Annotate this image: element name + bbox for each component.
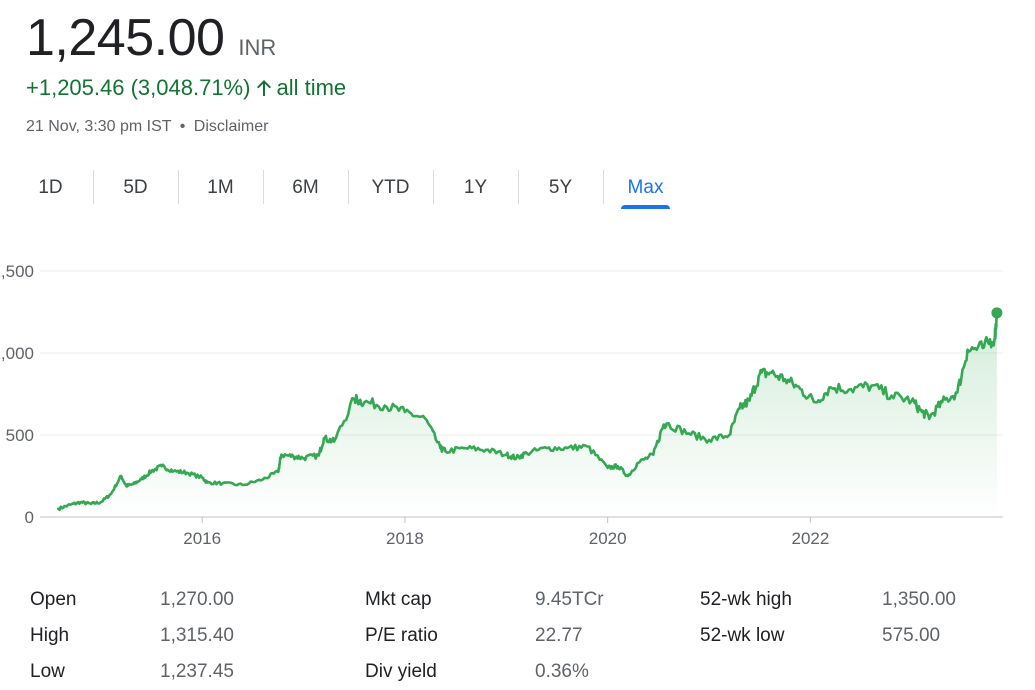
stat-value-mkt-cap: 9.45TCr (535, 589, 604, 610)
current-price: 1,245.00 (26, 9, 225, 67)
change-period: all time (276, 75, 347, 100)
stat-value-52wk-high: 1,350.00 (882, 589, 956, 610)
stat-label-52wk-high: 52-wk high (700, 589, 792, 610)
range-selector: 1D 5D 1M 6M YTD 1Y 5Y Max (8, 168, 688, 209)
stat-label-high: High (30, 625, 70, 646)
x-tick-label: 2018 (386, 529, 424, 548)
range-tab-6m[interactable]: 6M (263, 168, 348, 208)
meta-separator: • (179, 118, 186, 135)
stat-value-div-yield: 0.36% (535, 661, 589, 682)
range-tab-5d[interactable]: 5D (93, 168, 178, 208)
last-price-dot[interactable] (991, 307, 1003, 319)
range-tab-1d[interactable]: 1D (38, 177, 63, 198)
arrow-up-icon (256, 79, 272, 97)
range-tab-1m[interactable]: 1M (178, 168, 263, 208)
x-tick-label: 2016 (183, 529, 221, 548)
y-tick-label: 1,500 (0, 262, 34, 281)
x-axis: 2016 2018 2020 2022 (183, 517, 829, 548)
stat-label-div-yield: Div yield (365, 661, 437, 682)
stat-value-52wk-low: 575.00 (882, 625, 941, 646)
y-tick-label: 0 (25, 508, 34, 527)
price-line (56, 311, 999, 512)
stat-value-low: 1,237.45 (160, 661, 234, 682)
stat-label-low: Low (30, 661, 65, 682)
change-value: +1,205.46 (3,048.71%) (26, 75, 251, 100)
disclaimer-link[interactable]: Disclaimer (193, 118, 269, 135)
quote-meta: 21 Nov, 3:30 pm IST • Disclaimer (26, 118, 268, 136)
range-tab-max[interactable]: Max (603, 168, 688, 209)
stats-row: Low 1,237.45 Div yield 0.36% (30, 654, 1005, 690)
quote-timestamp: 21 Nov, 3:30 pm IST (26, 118, 172, 135)
stat-value-open: 1,270.00 (160, 589, 234, 610)
price-change: +1,205.46 (3,048.71%) all time (26, 75, 346, 101)
stat-value-high: 1,315.40 (160, 625, 234, 646)
stat-label-open: Open (30, 589, 77, 610)
price-header: 1,245.00 INR (26, 8, 276, 68)
y-tick-label: 500 (6, 426, 34, 445)
currency-code: INR (238, 35, 277, 60)
stat-label-mkt-cap: Mkt cap (365, 589, 432, 610)
stats-row: High 1,315.40 P/E ratio 22.77 52-wk low … (30, 618, 1005, 654)
price-area (58, 312, 997, 517)
stat-label-52wk-low: 52-wk low (700, 625, 785, 646)
y-tick-label: 1,000 (0, 344, 34, 363)
stats-table: Open 1,270.00 Mkt cap 9.45TCr 52-wk high… (30, 582, 1005, 690)
stats-row: Open 1,270.00 Mkt cap 9.45TCr 52-wk high… (30, 582, 1005, 618)
stat-label-pe-ratio: P/E ratio (365, 625, 438, 646)
x-tick-label: 2022 (791, 529, 829, 548)
stat-value-pe-ratio: 22.77 (535, 625, 583, 646)
range-tab-5y[interactable]: 5Y (518, 168, 603, 208)
range-tab-1y[interactable]: 1Y (433, 168, 518, 208)
x-tick-label: 2020 (589, 529, 627, 548)
range-tab-ytd[interactable]: YTD (348, 168, 433, 208)
price-chart[interactable]: 0 500 1,000 1,500 2016 2018 2020 2022 (0, 245, 1035, 565)
y-axis: 0 500 1,000 1,500 (0, 262, 34, 527)
